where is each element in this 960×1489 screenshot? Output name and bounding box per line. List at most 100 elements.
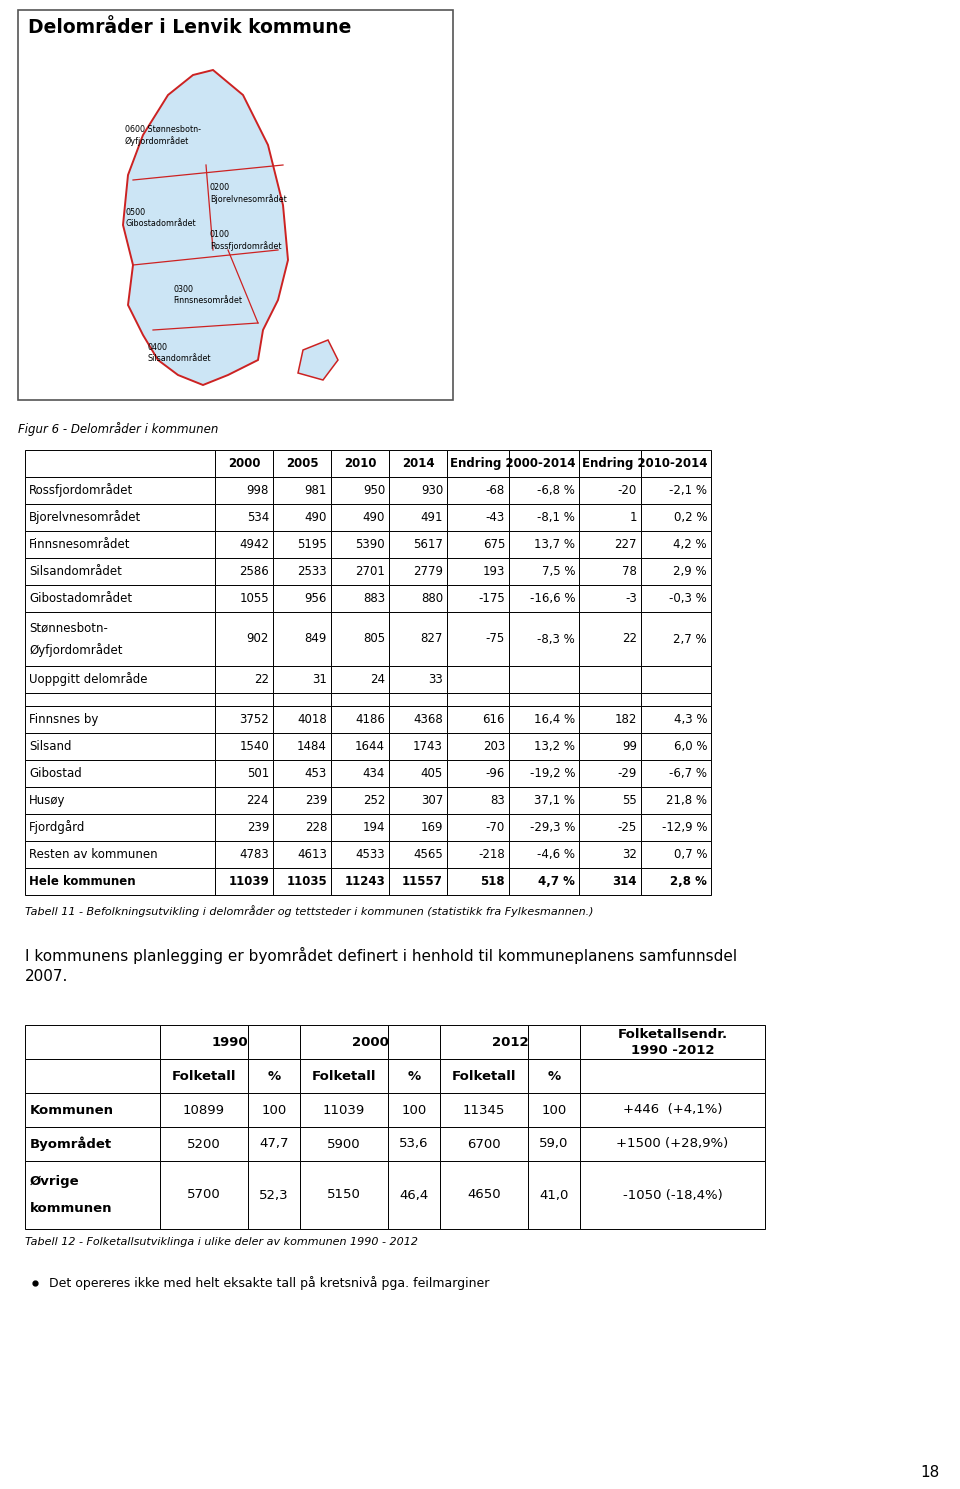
Text: 0600 Stønnesbotn-
Øyfjordområdet: 0600 Stønnesbotn- Øyfjordområdet xyxy=(125,125,201,146)
Text: Delområder i Lenvik kommune: Delområder i Lenvik kommune xyxy=(28,18,351,37)
Bar xyxy=(160,1127,248,1161)
Bar xyxy=(331,733,389,759)
Text: 193: 193 xyxy=(483,564,505,578)
Bar xyxy=(25,1161,160,1228)
Text: 11039: 11039 xyxy=(228,876,269,887)
Bar xyxy=(388,1024,440,1059)
Text: Finnsnesområdet: Finnsnesområdet xyxy=(29,538,131,551)
Bar xyxy=(273,733,331,759)
Text: 314: 314 xyxy=(612,876,637,887)
Text: 22: 22 xyxy=(254,673,269,686)
Bar xyxy=(300,1093,388,1127)
Text: -8,3 %: -8,3 % xyxy=(538,633,575,646)
Text: 675: 675 xyxy=(483,538,505,551)
Text: Kommunen: Kommunen xyxy=(30,1103,114,1117)
Text: 5617: 5617 xyxy=(413,538,443,551)
Bar xyxy=(160,1161,248,1228)
Text: 616: 616 xyxy=(483,713,505,727)
Bar xyxy=(509,759,579,788)
Text: Finnsnes by: Finnsnes by xyxy=(29,713,98,727)
Text: 434: 434 xyxy=(363,767,385,780)
Text: 805: 805 xyxy=(363,633,385,646)
Text: Rossfjordområdet: Rossfjordområdet xyxy=(29,484,133,497)
Bar xyxy=(388,1059,440,1093)
Text: Gibostad: Gibostad xyxy=(29,767,82,780)
Bar xyxy=(641,692,711,706)
Bar xyxy=(641,612,711,666)
Text: 849: 849 xyxy=(304,633,327,646)
Text: 930: 930 xyxy=(420,484,443,497)
Bar xyxy=(389,558,447,585)
Text: 5150: 5150 xyxy=(327,1188,361,1202)
Bar xyxy=(579,666,641,692)
Text: 100: 100 xyxy=(541,1103,566,1117)
Bar xyxy=(509,532,579,558)
Bar xyxy=(215,558,273,585)
Bar xyxy=(389,612,447,666)
Text: Folketall: Folketall xyxy=(312,1069,376,1083)
Text: Husøy: Husøy xyxy=(29,794,65,807)
Text: 1990: 1990 xyxy=(212,1035,249,1048)
Text: 10899: 10899 xyxy=(183,1103,225,1117)
Text: 501: 501 xyxy=(247,767,269,780)
Text: 194: 194 xyxy=(363,820,385,834)
Text: 2779: 2779 xyxy=(413,564,443,578)
Text: 55: 55 xyxy=(622,794,637,807)
Bar xyxy=(25,706,215,733)
Bar xyxy=(273,788,331,814)
Text: 5200: 5200 xyxy=(187,1138,221,1151)
Bar xyxy=(273,450,331,476)
Bar xyxy=(641,476,711,503)
Text: 4783: 4783 xyxy=(239,849,269,861)
Bar xyxy=(300,1024,388,1059)
Bar xyxy=(331,585,389,612)
Text: Silsandområdet: Silsandområdet xyxy=(29,564,122,578)
Bar xyxy=(331,503,389,532)
Bar xyxy=(641,733,711,759)
Text: 99: 99 xyxy=(622,740,637,753)
Bar xyxy=(215,788,273,814)
Text: Det opereres ikke med helt eksakte tall på kretsnivå pga. feilmarginer: Det opereres ikke med helt eksakte tall … xyxy=(49,1276,490,1289)
Bar xyxy=(580,1161,765,1228)
Bar xyxy=(440,1127,528,1161)
Bar xyxy=(641,759,711,788)
Bar xyxy=(273,706,331,733)
Bar xyxy=(388,1093,440,1127)
Bar xyxy=(509,841,579,868)
Text: 981: 981 xyxy=(304,484,327,497)
Text: 46,4: 46,4 xyxy=(399,1188,428,1202)
Text: 491: 491 xyxy=(420,511,443,524)
Bar xyxy=(331,450,389,476)
Bar xyxy=(509,585,579,612)
Bar xyxy=(641,814,711,841)
Text: Øvrige: Øvrige xyxy=(30,1175,80,1188)
Bar xyxy=(579,450,641,476)
Text: 4650: 4650 xyxy=(468,1188,501,1202)
Bar xyxy=(579,612,641,666)
Polygon shape xyxy=(298,339,338,380)
Bar xyxy=(579,706,641,733)
Bar xyxy=(641,788,711,814)
Bar xyxy=(331,666,389,692)
Text: 2007.: 2007. xyxy=(25,969,68,984)
Bar xyxy=(579,585,641,612)
Bar xyxy=(447,666,509,692)
Text: %: % xyxy=(407,1069,420,1083)
Bar xyxy=(331,868,389,895)
Bar xyxy=(528,1127,580,1161)
Bar xyxy=(215,759,273,788)
Bar xyxy=(215,733,273,759)
Bar xyxy=(509,692,579,706)
Text: Tabell 12 - Folketallsutviklinga i ulike deler av kommunen 1990 - 2012: Tabell 12 - Folketallsutviklinga i ulike… xyxy=(25,1237,418,1246)
Text: -25: -25 xyxy=(617,820,637,834)
Bar xyxy=(389,532,447,558)
Text: 2000: 2000 xyxy=(228,457,260,471)
Bar xyxy=(331,692,389,706)
Text: 47,7: 47,7 xyxy=(259,1138,289,1151)
Bar xyxy=(579,532,641,558)
Bar xyxy=(25,814,215,841)
Bar xyxy=(389,814,447,841)
Text: -218: -218 xyxy=(478,849,505,861)
Text: 16,4 %: 16,4 % xyxy=(534,713,575,727)
Text: 0500
Gibostadområdet: 0500 Gibostadområdet xyxy=(125,208,196,228)
